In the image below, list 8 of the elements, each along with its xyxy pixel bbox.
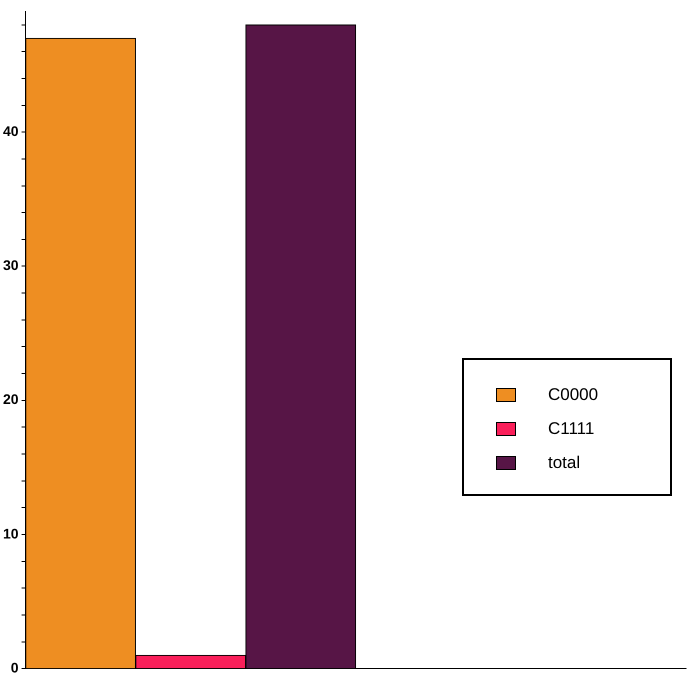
legend-label: total [548, 453, 580, 473]
y-tick-label: 40 [2, 122, 19, 139]
y-tick-label: 20 [2, 391, 19, 408]
legend-label: C0000 [548, 385, 598, 405]
y-tick-label: 0 [10, 659, 19, 676]
y-tick-label: 30 [2, 257, 19, 274]
y-tick-label: 10 [2, 525, 19, 542]
legend-label: C1111 [548, 419, 594, 439]
